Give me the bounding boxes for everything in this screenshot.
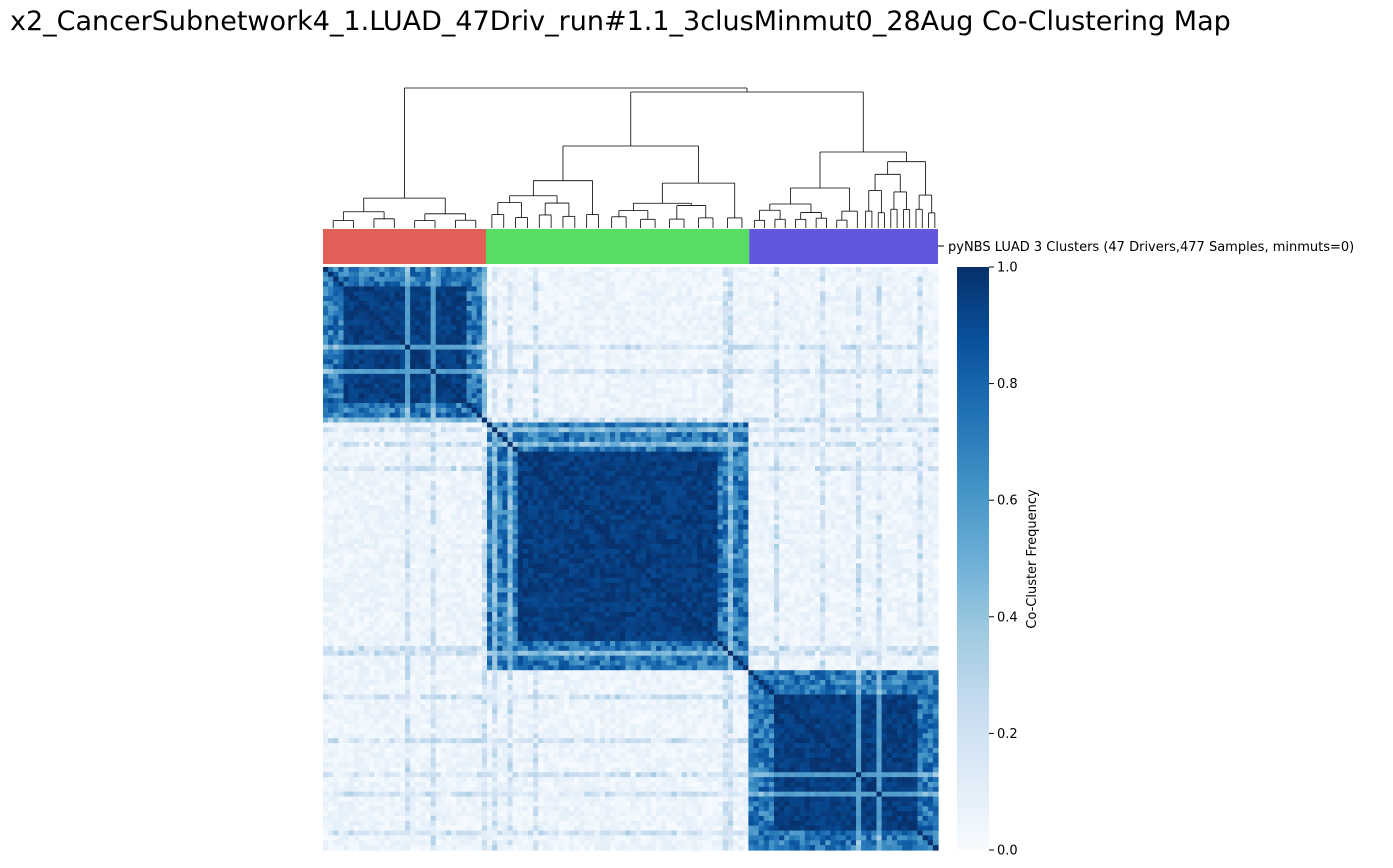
cluster-3-bar	[749, 229, 938, 264]
colorbar-tick-label: 0.2	[997, 727, 1018, 742]
colorbar-gradient	[957, 267, 989, 850]
colorbar: 0.0 0.2 0.4 0.6 0.8 1.0 Co-Cluster Frequency	[957, 261, 1040, 859]
colorbar-tick-label: 0.4	[997, 610, 1018, 625]
co-clustering-heatmap	[323, 267, 939, 851]
cluster-row-label: pyNBS LUAD 3 Clusters (47 Drivers,477 Sa…	[948, 240, 1354, 255]
page-title: x2_CancerSubnetwork4_1.LUAD_47Driv_run#1…	[10, 6, 1231, 37]
cluster-1-bar	[323, 229, 486, 264]
colorbar-tick-label: 1.0	[997, 261, 1018, 276]
cluster-2-bar	[485, 229, 750, 264]
column-dendrogram	[332, 87, 936, 228]
cluster-color-bar	[323, 229, 938, 264]
colorbar-tick-label: 0.8	[997, 377, 1018, 392]
colorbar-tick-label: 0.0	[997, 844, 1018, 859]
colorbar-tick-label: 0.6	[997, 494, 1018, 509]
colorbar-label: Co-Cluster Frequency	[1025, 489, 1040, 629]
